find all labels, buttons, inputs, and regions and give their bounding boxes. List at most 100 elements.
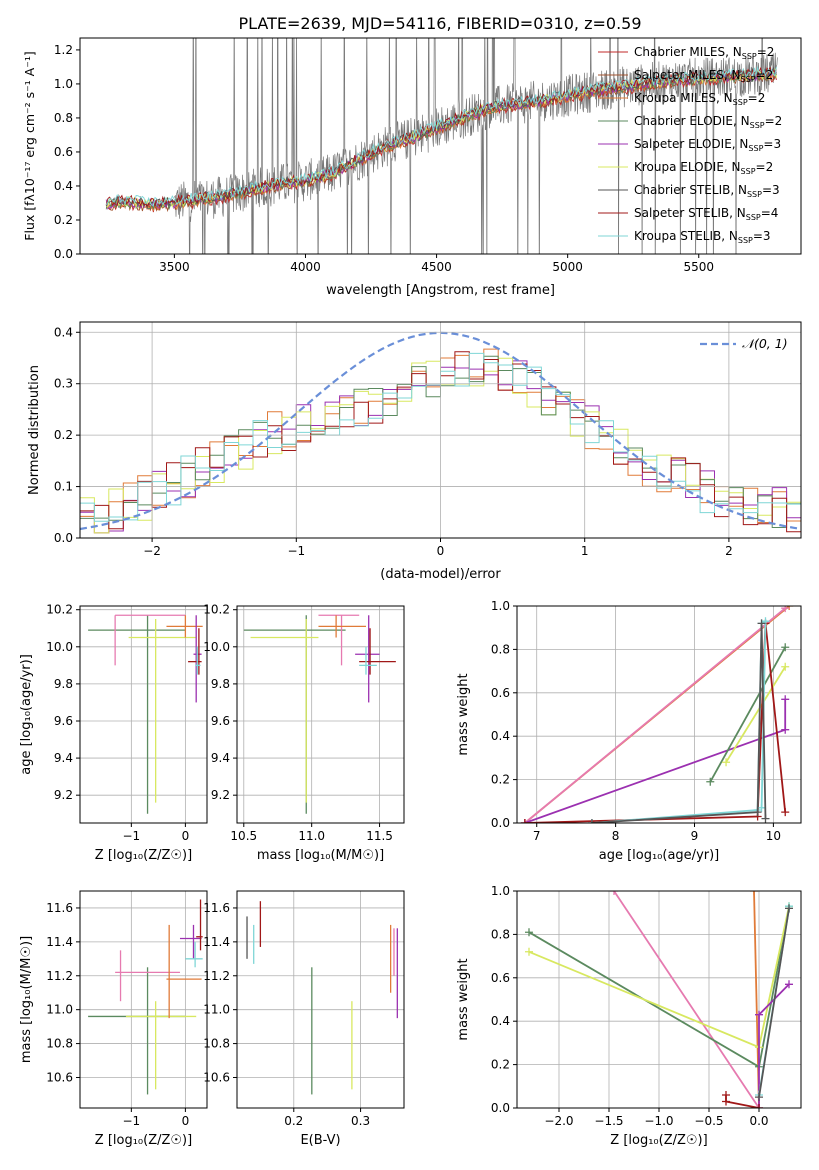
panel-weight_vs_age: 7 8 9 10 0.0 0.2 0.4 0.6 0.8 1.0 age [log₁₀(age/yr…: [456, 599, 802, 863]
legend-entry: Chabrier ELODIE, NSSP=2: [634, 114, 782, 130]
age_vs_mass-ytick-label: 9.6: [211, 714, 230, 728]
age_vs_Z-ytick-label: 9.8: [54, 677, 73, 691]
residuals-xtick-label: −2: [143, 544, 161, 558]
spectrum-ytick-label: 0.0: [54, 247, 73, 261]
legend-entry: Kroupa MILES, NSSP=2: [634, 91, 765, 107]
errorbar-point: [359, 628, 396, 675]
weight_vs_Z-xtick-label: −2.0: [544, 1114, 573, 1128]
age_vs_mass-ytick-label: 10.2: [203, 603, 230, 617]
panel-age_vs_Z: −1 0 9.2 9.4 9.6 9.8 10.0 10.2 Z [log₁₀(Z/Z☉)] ag…: [19, 603, 208, 863]
model-line-salpeter-stelib: [105, 66, 777, 208]
errorbar-point: [243, 615, 346, 814]
age_vs_mass-xtick-label: 11.0: [298, 829, 325, 843]
spectrum-xtick-label: 4500: [421, 260, 452, 274]
age_vs_mass-xlabel: mass [log₁₀(M/M☉)]: [257, 848, 384, 863]
spectrum-ytick-label: 0.2: [54, 213, 73, 227]
weight-line: [524, 623, 787, 823]
mass_vs_Z-xlabel: Z [log₁₀(Z/Z☉)]: [95, 1133, 192, 1148]
residuals-ytick-label: 0.3: [54, 377, 73, 391]
errorbar-point: [114, 614, 186, 666]
weight_vs_Z-plot-area: [525, 891, 793, 1108]
legend-entry: Salpeter ELODIE, NSSP=3: [634, 137, 781, 153]
weight-line: [591, 619, 767, 823]
residuals-xtick-label: 1: [581, 544, 589, 558]
mass_vs_EBV-frame: [236, 890, 405, 1109]
age_vs_mass-frame: [236, 605, 405, 824]
errorbar-point: [88, 967, 186, 1095]
weight-marker: [757, 619, 766, 628]
mass_vs_EBV-ytick-label: 10.6: [203, 1070, 230, 1084]
figure-title: PLATE=2639, MJD=54116, FIBERID=0310, z=0…: [238, 14, 641, 33]
age_vs_mass-plot-area: [243, 614, 396, 814]
legend-entry: Salpeter STELIB, NSSP=4: [634, 206, 778, 222]
weight-marker: [750, 891, 758, 895]
weight_vs_Z-ytick-label: 0.0: [491, 1101, 510, 1115]
errorbar-point: [185, 941, 203, 968]
weight-marker: [781, 606, 790, 613]
errorbar-point: [196, 899, 203, 951]
errorbar-point: [88, 615, 186, 814]
errorbar-point: [355, 615, 380, 703]
weight-marker: [722, 758, 731, 767]
weight-marker: [755, 1093, 763, 1102]
residuals-ytick-label: 0.0: [54, 531, 73, 545]
residuals-ylabel: Normed distribution: [27, 365, 42, 495]
spectrum-ytick-label: 0.8: [54, 111, 73, 125]
mass_vs_EBV-xlabel: E(B-V): [300, 1133, 340, 1148]
spectrum-xtick-label: 4000: [290, 260, 321, 274]
errorbar-point: [188, 628, 202, 675]
weight-marker: [785, 980, 793, 989]
age_vs_Z-plot-area: [88, 614, 203, 814]
mass_vs_EBV-ytick-label: 11.0: [203, 1003, 230, 1017]
weight_vs_age-frame: [516, 605, 802, 824]
weight-marker: [587, 819, 596, 823]
weight-marker: [525, 947, 533, 956]
residuals-ytick-label: 0.2: [54, 428, 73, 442]
weight-marker: [781, 725, 790, 734]
residuals-xlabel: (data-model)/error: [380, 567, 501, 582]
age_vs_Z-ytick-label: 10.2: [46, 603, 73, 617]
weight-marker: [722, 1097, 730, 1106]
weight_vs_Z-ytick-label: 0.8: [491, 927, 510, 941]
weight_vs_Z-ytick-label: 0.6: [491, 971, 510, 985]
age_vs_mass-ytick-label: 9.8: [211, 677, 230, 691]
spectrum-xtick-label: 3500: [159, 260, 190, 274]
panel-spectrum: 3500 4000 4500 5000 5500 0.0 0.2 0.4 0.6 0.8 1.0 1.…: [22, 37, 802, 298]
mass_vs_EBV-xtick-label: 0.3: [351, 1114, 370, 1128]
age_vs_Z-ytick-label: 9.6: [54, 714, 73, 728]
mass_vs_EBV-xtick-label: 0.2: [284, 1114, 303, 1128]
mass_vs_Z-ylabel: mass [log₁₀(M/M☉)]: [19, 936, 34, 1063]
weight_vs_Z-xtick-label: −1.5: [594, 1114, 623, 1128]
spectrum-xtick-label: 5000: [552, 260, 583, 274]
weight-marker: [525, 928, 533, 937]
spectrum-ytick-label: 0.6: [54, 145, 73, 159]
weight-line: [524, 607, 786, 823]
panel-weight_vs_Z: −2.0 −1.5 −1.0 −0.5 0.0 0.0 0.2 0.4 0.6 0.8 1.0 Z […: [456, 884, 802, 1148]
legend-entry: Kroupa ELODIE, NSSP=2: [634, 160, 773, 176]
panel-mass_vs_EBV: 0.2 0.3 10.6 10.8 11.0 11.2 11.4 11.6 E(B-V): [203, 890, 405, 1148]
weight_vs_Z-ytick-label: 0.4: [491, 1014, 510, 1028]
weight-marker: [781, 695, 790, 704]
mass_vs_Z-ytick-label: 11.6: [46, 901, 73, 915]
errorbar-point: [179, 924, 202, 959]
weight_vs_Z-frame: [516, 890, 802, 1109]
weight_vs_Z-xtick-label: −1.0: [644, 1114, 673, 1128]
weight_vs_Z-xtick-label: −0.5: [694, 1114, 723, 1128]
weight-line: [591, 623, 767, 823]
weight_vs_age-ytick-label: 0.4: [491, 729, 510, 743]
errorbar-point: [166, 924, 202, 1019]
mass_vs_EBV-ytick-label: 11.4: [203, 935, 230, 949]
weight_vs_age-ytick-label: 0.8: [491, 642, 510, 656]
mass_vs_EBV-plot-area: [246, 901, 398, 1095]
age_vs_Z-xtick-label: −1: [122, 829, 140, 843]
age_vs_Z-ytick-label: 10.0: [46, 640, 73, 654]
age_vs_Z-frame: [79, 605, 208, 824]
residuals-ytick-label: 0.1: [54, 480, 73, 494]
weight-marker: [757, 803, 766, 812]
weight-marker: [781, 808, 790, 817]
weight-marker: [781, 662, 790, 671]
mass_vs_Z-xtick-label: 0: [182, 1114, 190, 1128]
weight-line: [725, 666, 786, 763]
weight_vs_age-xtick-label: 10: [766, 829, 781, 843]
mass_vs_Z-ytick-label: 10.6: [46, 1070, 73, 1084]
